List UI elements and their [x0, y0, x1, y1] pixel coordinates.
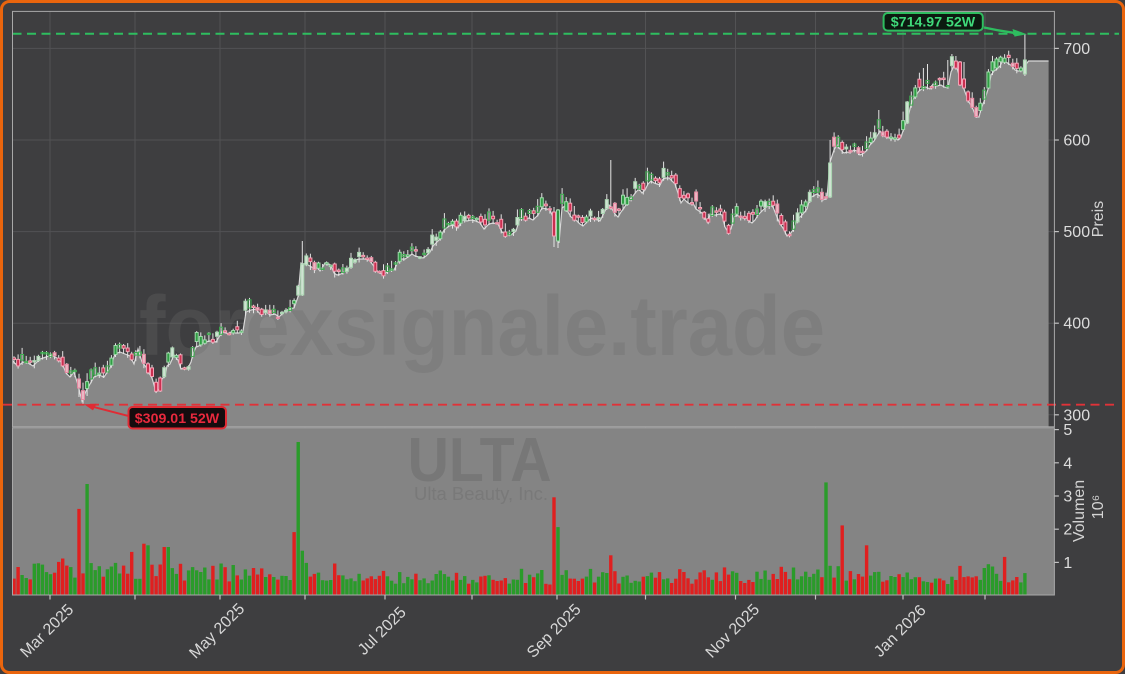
- svg-text:600: 600: [1063, 133, 1090, 150]
- svg-text:10⁶: 10⁶: [1090, 495, 1107, 519]
- svg-text:ULTA: ULTA: [408, 426, 552, 495]
- svg-text:Volumen: Volumen: [1071, 480, 1088, 542]
- svg-text:$309.01 52W: $309.01 52W: [135, 411, 220, 427]
- svg-text:$714.97 52W: $714.97 52W: [891, 15, 976, 31]
- svg-text:400: 400: [1063, 316, 1090, 333]
- svg-text:Ulta Beauty, Inc.: Ulta Beauty, Inc.: [414, 484, 548, 504]
- svg-text:1: 1: [1063, 555, 1072, 572]
- svg-text:forexsignale.trade: forexsignale.trade: [139, 279, 825, 373]
- svg-text:2: 2: [1063, 522, 1072, 539]
- svg-text:300: 300: [1063, 407, 1090, 424]
- svg-text:700: 700: [1063, 41, 1090, 58]
- svg-text:500: 500: [1063, 224, 1090, 241]
- svg-text:Preis: Preis: [1090, 201, 1107, 237]
- svg-text:3: 3: [1063, 489, 1072, 506]
- svg-text:4: 4: [1063, 455, 1072, 472]
- svg-text:5: 5: [1063, 422, 1072, 439]
